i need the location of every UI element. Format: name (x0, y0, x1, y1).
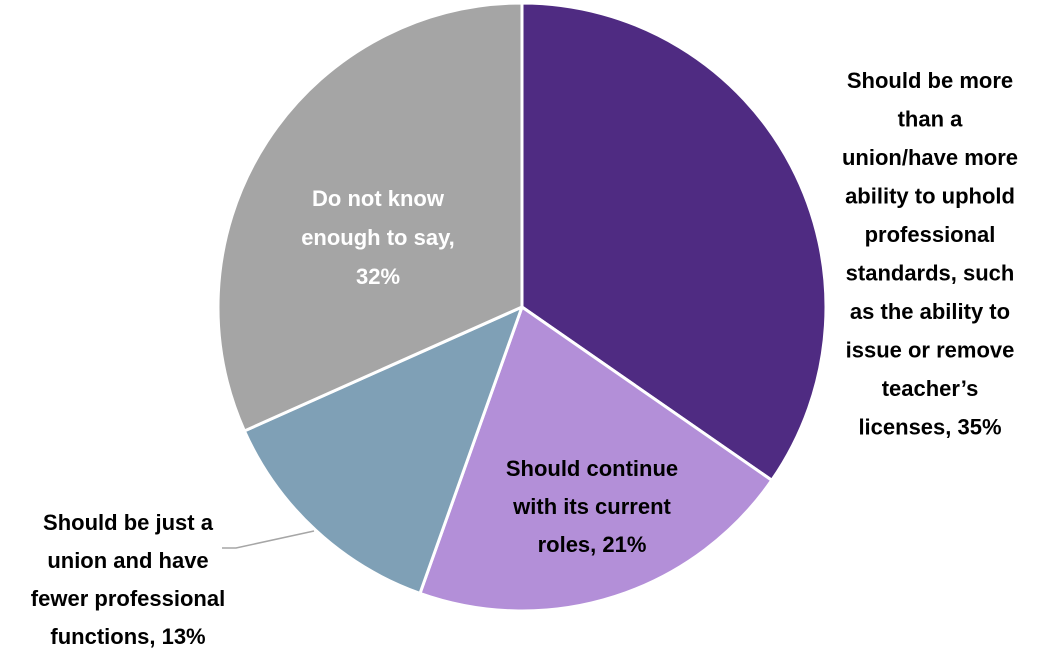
slice-label-line: than a (898, 107, 964, 132)
slice-label-2: Should continue with its current roles, 21… (506, 456, 678, 557)
slice-label-line: Do not know (312, 186, 445, 211)
slice-label-line: Should be just a (43, 510, 214, 535)
slice-label-line: standards, such (846, 261, 1015, 286)
slice-label-line: 32% (356, 264, 400, 289)
slice-label-line: teacher’s (882, 376, 979, 401)
slice-label-line: roles, 21% (538, 532, 647, 557)
leader-line-3 (222, 530, 315, 549)
pie-slice-1 (520, 1, 828, 482)
slice-label-line: fewer professional (31, 586, 225, 611)
slice-label-line: functions, 13% (50, 624, 205, 649)
slice-label-line: as the ability to (850, 299, 1010, 324)
slice-label-3: Should be just a union and have fewer prof… (31, 510, 225, 649)
slice-label-line: Should continue (506, 456, 678, 481)
slice-label-line: enough to say, (301, 225, 455, 250)
slice-label-line: union/have more (842, 145, 1018, 170)
pie-slices (216, 1, 828, 613)
pie-slice-3 (242, 305, 524, 595)
slice-label-line: with its current (512, 494, 671, 519)
slice-labels: Should be more than a union/have more abili… (31, 68, 1018, 649)
slice-label-line: professional (865, 222, 996, 247)
slice-label-1: Should be more than a union/have more abili… (842, 68, 1018, 440)
leader-lines (222, 530, 315, 549)
pie-slice-4 (216, 1, 524, 433)
slice-label-line: ability to uphold (845, 184, 1015, 209)
pie-slice-2 (418, 305, 774, 613)
slice-label-line: Should be more (847, 68, 1013, 93)
slice-label-4: Do not know enough to say, 32% (301, 186, 455, 289)
slice-label-line: licenses, 35% (858, 415, 1001, 440)
slice-label-line: issue or remove (846, 338, 1015, 363)
slice-label-line: union and have (47, 548, 208, 573)
